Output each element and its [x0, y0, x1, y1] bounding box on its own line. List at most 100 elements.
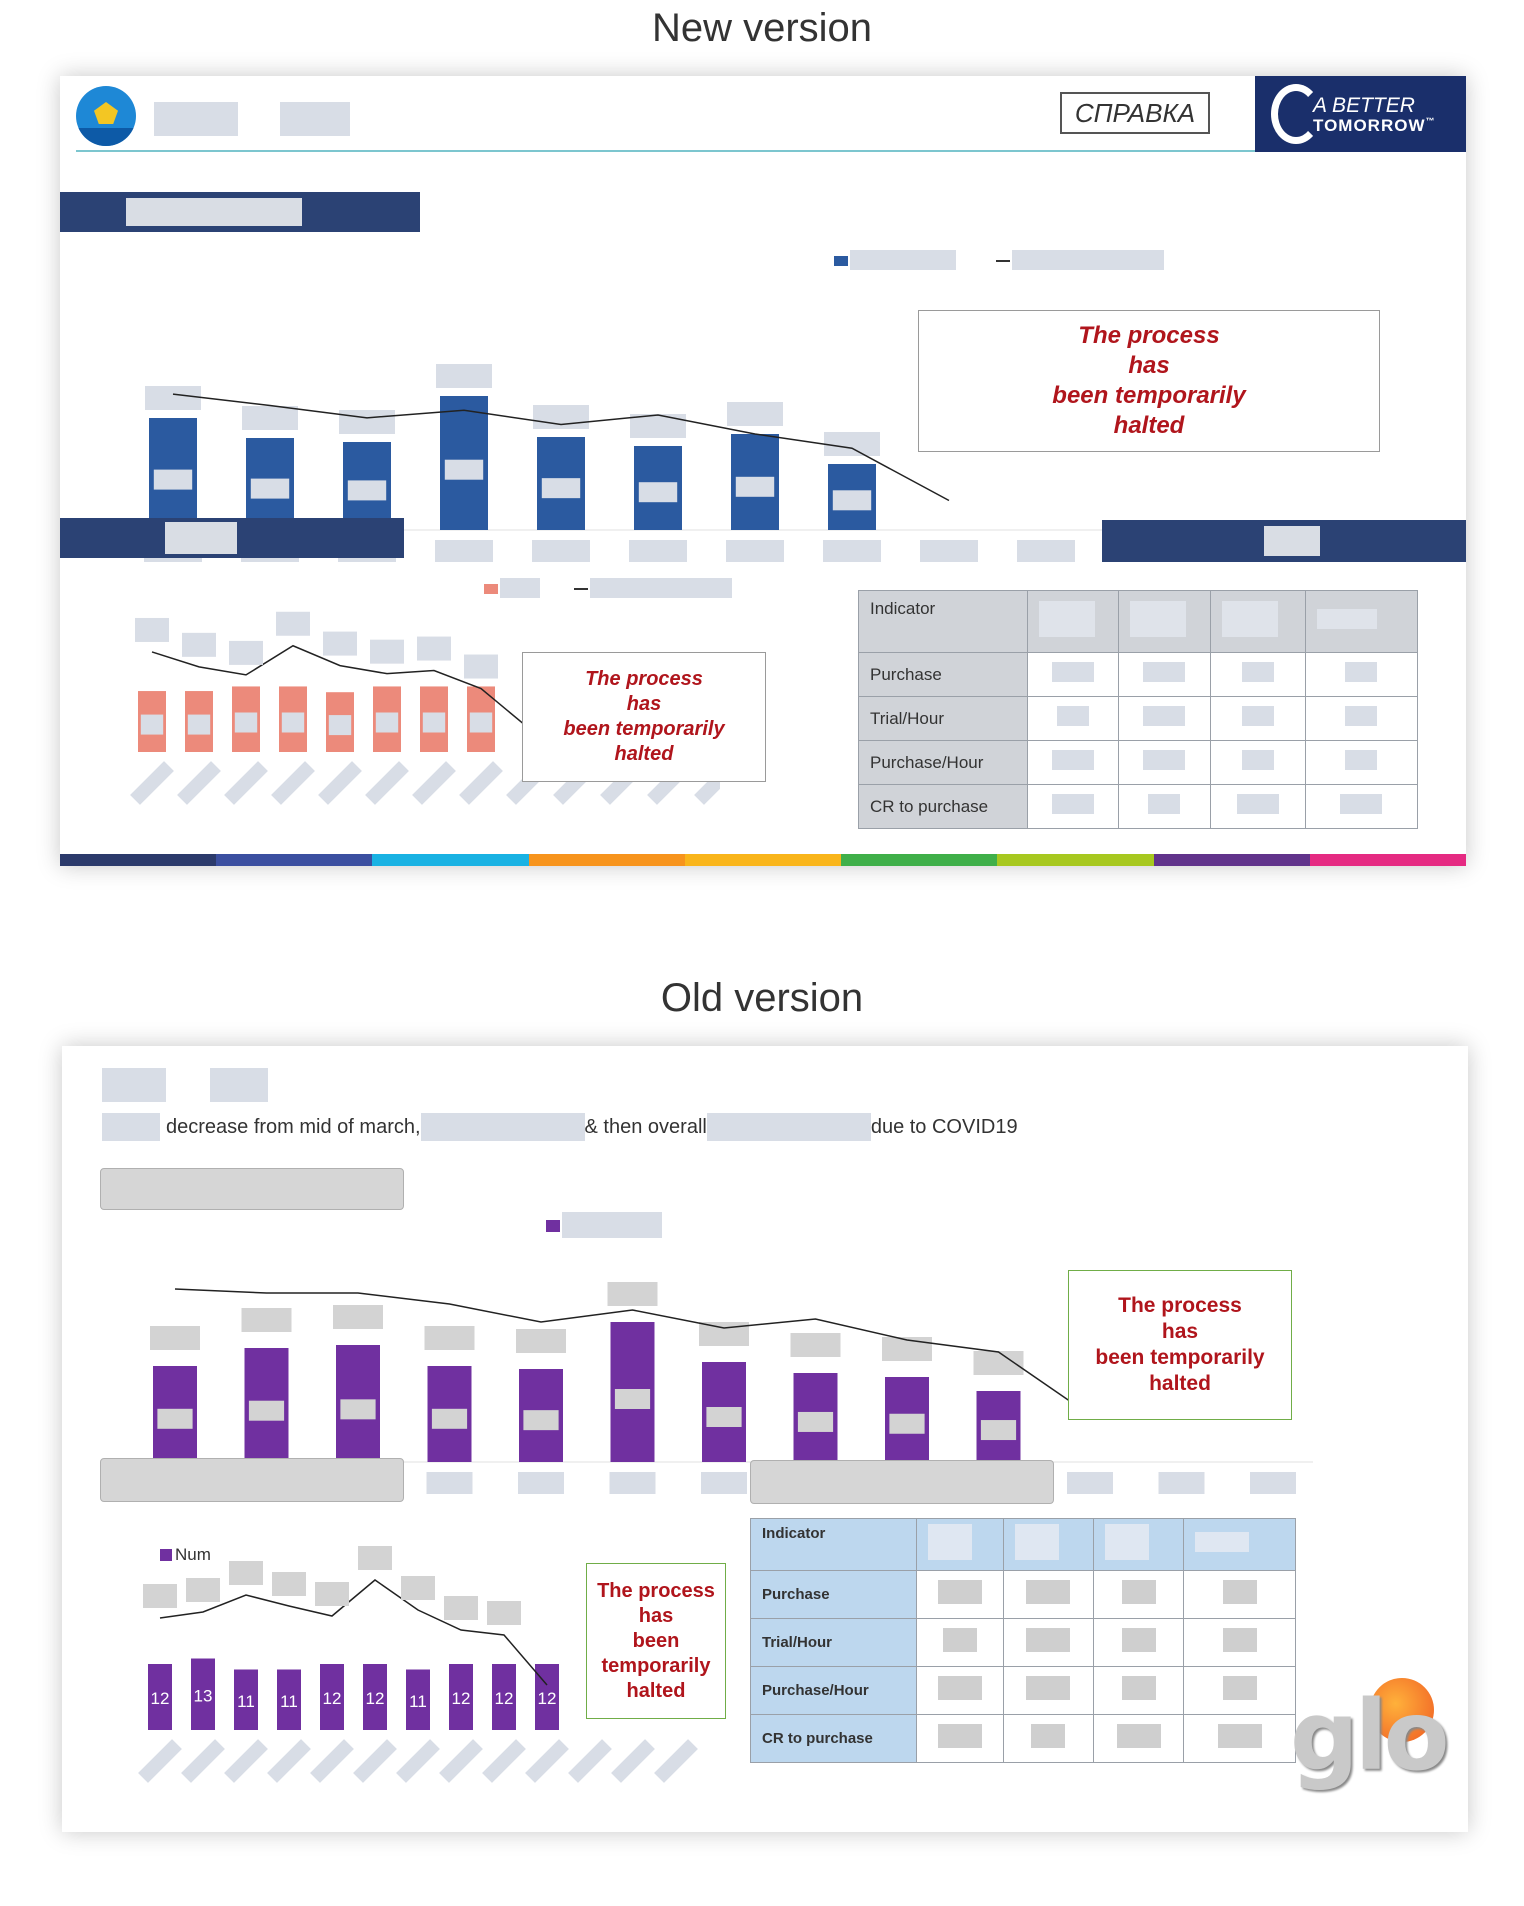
x-tick-label-blur: [629, 540, 687, 562]
stripe-segment: [1309, 854, 1466, 866]
x-tick-label-blur: [568, 1739, 612, 1783]
bar-label-blur: [157, 1408, 193, 1429]
spravka-button[interactable]: СПРАВКА: [1060, 92, 1210, 134]
old-title-blur-2: [210, 1068, 268, 1102]
x-tick-label-blur: [435, 540, 493, 562]
stripe-segment: [841, 854, 999, 866]
header-title-blur-2: [280, 102, 350, 136]
x-tick-label-blur: [1250, 1472, 1296, 1494]
bar: [191, 1658, 215, 1730]
bar-label-blur: [153, 469, 193, 490]
old-bottom-left-header: [100, 1458, 404, 1502]
row-label-cr-to-purchase: CR to purchase: [870, 796, 989, 816]
row-label-purchase: Purchase: [870, 664, 942, 684]
line-label-blur: [276, 611, 310, 636]
data-label-blur: [333, 1305, 383, 1329]
subtitle-part-3: due to COVID19: [870, 1115, 1018, 1138]
stripe-segment: [216, 854, 374, 866]
data-label-blur: [727, 402, 783, 426]
x-tick-label-blur: [609, 1472, 656, 1494]
line-label-blur: [186, 1578, 220, 1602]
bottom-left-header: [60, 518, 404, 558]
bar-label-blur: [832, 490, 872, 511]
bar-label-blur: [328, 715, 352, 736]
bar-label-blur: [889, 1413, 925, 1434]
x-tick-label-blur: [654, 1739, 698, 1783]
bar: [406, 1669, 430, 1730]
x-tick-label-blur: [694, 761, 720, 805]
bar-value-label: 12: [366, 1689, 385, 1708]
data-label-blur: [516, 1329, 566, 1353]
bar-label-blur: [523, 1410, 559, 1431]
x-tick-label-blur: [823, 540, 881, 562]
bottom-right-header: [1102, 520, 1466, 562]
legend-blur-1: [500, 578, 540, 598]
old-top-legend: [546, 1212, 666, 1238]
legend-bar-swatch: [546, 1220, 560, 1232]
line-label-blur: [135, 617, 169, 642]
x-tick-label-blur: [318, 761, 362, 805]
stripe-segment: [528, 854, 686, 866]
bar-value-label: 11: [237, 1692, 255, 1711]
abt-logo: A BETTER TOMORROW™: [1255, 76, 1466, 152]
abt-c-icon: [1271, 84, 1321, 144]
subtitle-blur-3: [706, 1113, 871, 1141]
line-label-blur: [444, 1596, 478, 1620]
x-tick-label-blur: [224, 761, 268, 805]
legend-bar-swatch: [160, 1549, 172, 1561]
data-label-blur: [145, 386, 201, 410]
stripe-segment: [1153, 854, 1311, 866]
top-chart-legend: [834, 250, 1174, 272]
bar: [363, 1664, 387, 1730]
line-label-blur: [370, 639, 404, 664]
old-kpi-table: Indicator Purchase Trial/Hour Purchase/H…: [749, 1518, 1296, 1763]
x-tick-label-blur: [426, 1472, 473, 1494]
bottom-chart-legend: [484, 578, 744, 598]
x-tick-label-blur: [130, 761, 174, 805]
line-label-blur: [323, 631, 357, 656]
stripe-segment: [684, 854, 843, 866]
bar-label-blur: [347, 480, 387, 501]
legend-blur: [562, 1212, 662, 1238]
new-top-halted-box: The process has been temporarily halted: [918, 310, 1380, 452]
brand-color-stripe: [60, 854, 1466, 866]
legend-bar-swatch: [834, 256, 848, 266]
bar-label-blur: [187, 714, 211, 735]
data-label-blur: [882, 1337, 932, 1361]
x-tick-label-blur: [1017, 540, 1075, 562]
line-label-blur: [272, 1572, 306, 1596]
row-label-cr-to-purchase: CR to purchase: [762, 1729, 873, 1747]
bar-value-label: 11: [280, 1692, 298, 1711]
bar-label-blur: [614, 1389, 651, 1409]
new-version-slide: СПРАВКА A BETTER TOMORROW™ The process h…: [60, 76, 1466, 866]
x-tick-label-blur: [412, 761, 456, 805]
row-label-trial-hour: Trial/Hour: [870, 708, 944, 728]
trend-line: [151, 644, 529, 729]
stripe-segment: [60, 854, 218, 866]
bar-value-label: 12: [452, 1689, 471, 1708]
x-tick-label-blur: [726, 540, 784, 562]
bar-value-label: 12: [495, 1689, 514, 1708]
bar-label-blur: [375, 712, 399, 733]
line-label-blur: [417, 636, 451, 661]
new-kpi-table: Indicator Purchase Trial/Hour Purchase/H…: [858, 590, 1419, 829]
new-bottom-bar-chart: [130, 611, 720, 805]
bar-label-blur: [638, 482, 678, 503]
data-label-blur: [533, 405, 589, 429]
line-label-blur: [143, 1584, 177, 1608]
bar-label-blur: [431, 1408, 468, 1429]
old-title-blur-1: [102, 1068, 166, 1102]
line-label-blur: [464, 654, 498, 679]
line-label-blur: [229, 640, 263, 665]
data-label-blur: [973, 1351, 1024, 1375]
bar-label-blur: [735, 476, 775, 497]
header-title-blur-1: [154, 102, 238, 136]
data-label-blur: [242, 406, 298, 430]
bar-label-blur: [281, 712, 305, 733]
x-tick-label-blur: [177, 761, 221, 805]
x-tick-label-blur: [138, 1739, 182, 1783]
header-underline: [76, 150, 1256, 152]
bar-label-blur: [469, 712, 493, 733]
abt-line2: TOMORROW™: [1313, 116, 1436, 135]
data-label-blur: [339, 410, 395, 434]
